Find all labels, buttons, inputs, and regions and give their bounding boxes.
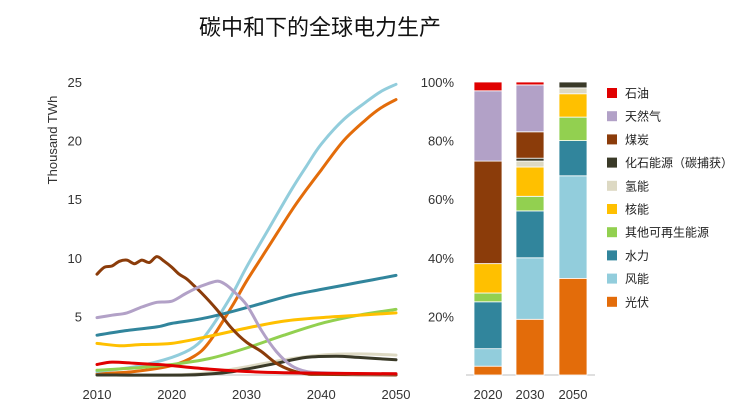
legend-swatch — [607, 296, 617, 307]
line-y-tick-label: 20 — [68, 134, 82, 149]
bar-x-tick-label: 2050 — [559, 387, 588, 402]
bar-segment-2050-化石能源（碳捕获） — [558, 81, 588, 89]
line-series-其他可再生能源 — [95, 307, 398, 372]
line-x-tick-label: 2010 — [83, 387, 112, 402]
legend-swatch — [607, 111, 617, 122]
bar-segment-2050-水力 — [558, 140, 588, 177]
legend-label: 煤炭 — [625, 133, 649, 147]
line-y-tick-label: 5 — [75, 309, 82, 324]
bar-x-ticks: 2020 2030 2050 — [474, 387, 588, 402]
legend-item: 天然气 — [607, 109, 661, 124]
legend-swatch — [607, 250, 617, 261]
legend-label: 天然气 — [625, 109, 661, 124]
bar-segment-2050-风能 — [558, 175, 588, 279]
line-x-tick-label: 2040 — [307, 387, 336, 402]
line-series-光伏 — [95, 98, 398, 376]
bar-y-tick-label: 20% — [428, 309, 454, 324]
legend-label: 核能 — [625, 203, 649, 217]
bar-y-ticks: 20% 40% 60% 80% 100% — [421, 75, 595, 376]
bar-segment-2050-其他可再生能源 — [558, 116, 588, 141]
legend-swatch — [607, 157, 617, 168]
line-series-煤炭 — [95, 255, 398, 377]
bar-segment-2020-核能 — [473, 263, 503, 294]
legend-swatch — [607, 204, 617, 214]
legend-item: 煤炭 — [607, 133, 649, 147]
bar-y-tick-label: 60% — [428, 192, 454, 207]
bar-segment-2030-煤炭 — [515, 131, 545, 159]
bar-segment-2020-其他可再生能源 — [473, 292, 503, 303]
bar-segment-2030-石油 — [515, 81, 545, 86]
bar-segment-2020-石油 — [473, 81, 503, 92]
line-series-石油 — [95, 360, 398, 376]
bar-segment-2020-风能 — [473, 348, 503, 367]
legend-item: 化石能源（碳捕获） — [607, 155, 733, 170]
line-series-group — [95, 82, 398, 377]
legend-label: 光伏 — [625, 295, 649, 309]
bar-segment-2030-天然气 — [515, 84, 545, 133]
line-y-tick-label: 25 — [68, 75, 82, 90]
legend-item: 氢能 — [607, 178, 649, 193]
line-y-tick-label: 10 — [68, 251, 82, 266]
legend-swatch — [607, 227, 617, 238]
legend-swatch — [607, 273, 617, 284]
chart-title: 碳中和下的全球电力生产 — [198, 15, 441, 40]
legend-item: 石油 — [607, 87, 649, 101]
bar-segment-2020-煤炭 — [473, 160, 503, 265]
legend-swatch — [607, 134, 617, 145]
legend-label: 风能 — [625, 272, 649, 286]
line-series-核能 — [95, 311, 398, 348]
bar-segment-2030-化石能源（碳捕获） — [515, 157, 545, 162]
bar-segment-2050-光伏 — [558, 277, 588, 376]
legend-label: 氢能 — [625, 178, 649, 193]
bar-segment-2030-核能 — [515, 166, 545, 197]
legend-label: 其他可再生能源 — [625, 226, 709, 240]
bar-y-tick-label: 100% — [421, 75, 455, 90]
bar-segment-2030-光伏 — [515, 318, 545, 376]
bar-segment-2030-水力 — [515, 210, 545, 259]
legend-label: 化石能源（碳捕获） — [625, 155, 733, 170]
line-x-ticks: 2010 2020 2030 2040 2050 — [83, 387, 411, 402]
bar-segment-2030-其他可再生能源 — [515, 195, 545, 212]
bar-segment-2020-天然气 — [473, 90, 503, 162]
line-series-风能 — [95, 82, 398, 373]
bar-segment-2050-核能 — [558, 93, 588, 118]
legend-item: 其他可再生能源 — [607, 226, 709, 240]
line-x-tick-label: 2020 — [157, 387, 186, 402]
legend-item: 光伏 — [607, 295, 649, 309]
legend-item: 风能 — [607, 272, 649, 286]
line-y-tick-label: 15 — [68, 192, 82, 207]
legend-swatch — [607, 88, 617, 98]
legend-label: 水力 — [625, 249, 649, 263]
legend-item: 核能 — [607, 203, 649, 217]
bar-segment-2030-风能 — [515, 257, 545, 320]
bar-stacks — [473, 81, 588, 376]
y-axis-label: Thousand TWh — [45, 96, 60, 185]
line-series-天然气 — [95, 279, 398, 376]
bar-segment-2030-氢能 — [515, 160, 545, 168]
legend-item: 水力 — [607, 249, 649, 263]
line-x-tick-label: 2030 — [232, 387, 261, 402]
bar-y-tick-label: 80% — [428, 134, 454, 149]
line-series-水力 — [95, 273, 398, 337]
legend-swatch — [607, 180, 617, 191]
bar-segment-2050-氢能 — [558, 87, 588, 95]
stacked-bar-chart: 20% 40% 60% 80% 100% 2020 2030 2050 — [421, 75, 595, 402]
line-x-tick-label: 2050 — [382, 387, 411, 402]
bar-y-tick-label: 40% — [428, 251, 454, 266]
bar-segment-2020-水力 — [473, 301, 503, 350]
legend-label: 石油 — [625, 87, 649, 101]
bar-segment-2020-光伏 — [473, 365, 503, 376]
bar-x-tick-label: 2030 — [516, 387, 545, 402]
bar-x-tick-label: 2020 — [474, 387, 503, 402]
